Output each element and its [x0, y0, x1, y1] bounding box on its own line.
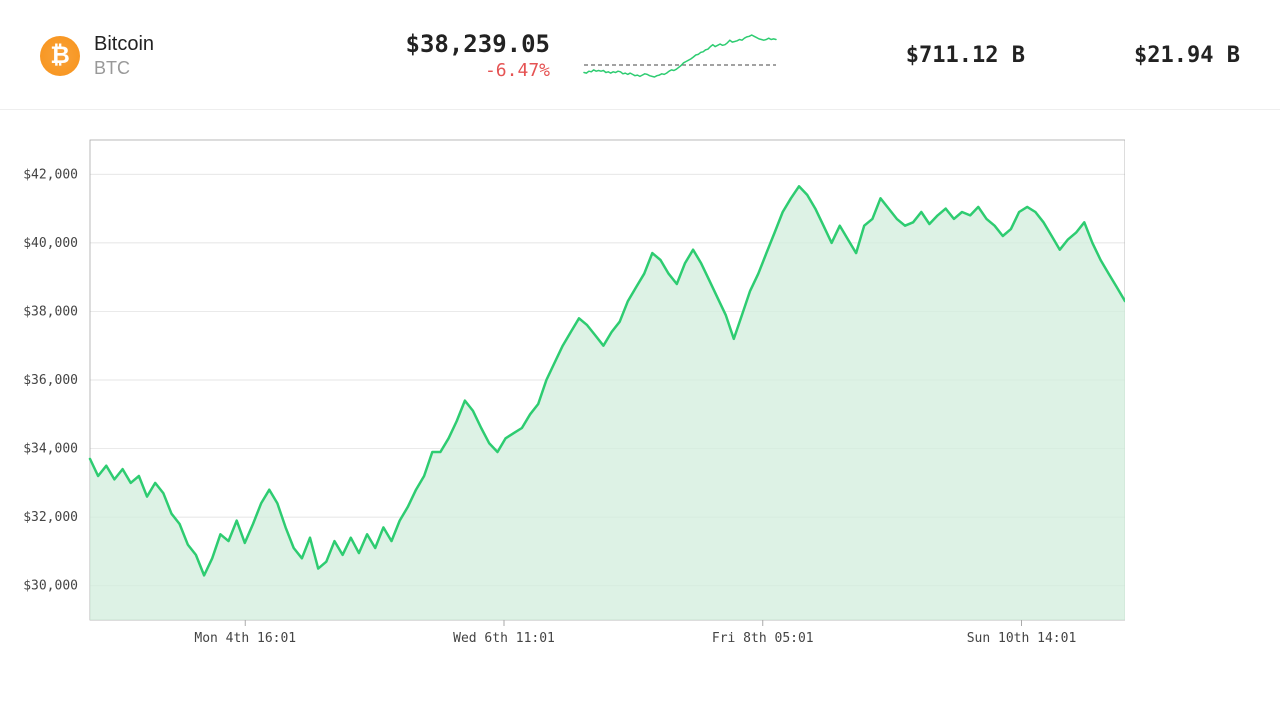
price-value: $38,239.05 — [406, 30, 551, 58]
svg-text:$38,000: $38,000 — [23, 304, 78, 319]
svg-text:$42,000: $42,000 — [23, 167, 78, 182]
sparkline-block — [550, 31, 810, 81]
price-block: $38,239.05 -6.47% — [300, 30, 550, 81]
svg-text:$30,000: $30,000 — [23, 579, 78, 594]
svg-text:$32,000: $32,000 — [23, 510, 78, 525]
svg-text:Mon 4th 16:01: Mon 4th 16:01 — [194, 631, 296, 646]
svg-text:Wed 6th 11:01: Wed 6th 11:01 — [453, 631, 555, 646]
svg-text:$36,000: $36,000 — [23, 373, 78, 388]
price-change: -6.47% — [485, 60, 550, 81]
bitcoin-icon: ₿ — [40, 36, 80, 76]
svg-text:Fri 8th 05:01: Fri 8th 05:01 — [712, 631, 814, 646]
volume: $21.94 B — [1025, 43, 1240, 68]
coin-name: Bitcoin — [94, 33, 154, 56]
coin-identity: ₿ Bitcoin BTC — [40, 33, 300, 79]
market-cap: $711.12 B — [810, 43, 1025, 68]
svg-text:Sun 10th 14:01: Sun 10th 14:01 — [967, 631, 1077, 646]
sparkline-chart — [580, 31, 780, 81]
coin-names: Bitcoin BTC — [94, 33, 154, 79]
summary-header: ₿ Bitcoin BTC $38,239.05 -6.47% $711.12 … — [0, 0, 1280, 110]
svg-text:$34,000: $34,000 — [23, 442, 78, 457]
svg-text:$40,000: $40,000 — [23, 236, 78, 251]
coin-symbol: BTC — [94, 58, 154, 79]
price-history-chart: $30,000 $32,000 $34,000 $36,000 $38,000 $40,0… — [0, 130, 1125, 655]
main-chart-container: $30,000 $32,000 $34,000 $36,000 $38,000 $40,0… — [0, 110, 1280, 655]
